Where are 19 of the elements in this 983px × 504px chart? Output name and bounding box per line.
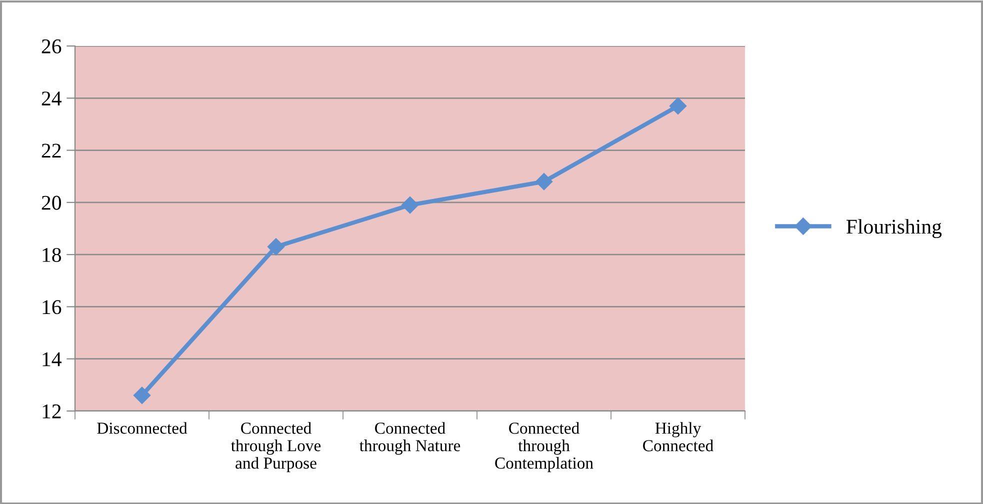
point bbox=[535, 173, 553, 190]
x-tick-label: Connected through Contemplation bbox=[495, 422, 594, 472]
x-tick-label: Connected through Love and Purpose bbox=[231, 422, 321, 472]
point bbox=[401, 196, 419, 214]
y-tick-label: 16 bbox=[42, 300, 62, 314]
x-tick-label: Highly Connected bbox=[643, 422, 714, 452]
y-tick-label: 18 bbox=[42, 248, 62, 262]
y-tick-label: 12 bbox=[42, 404, 61, 418]
point bbox=[133, 386, 151, 404]
x-tick-label: Disconnected bbox=[97, 422, 188, 434]
y-tick-label: 26 bbox=[42, 39, 62, 54]
y-tick-label: 24 bbox=[42, 92, 62, 106]
x-tick-label: Connected through Nature bbox=[359, 422, 460, 455]
point bbox=[267, 238, 285, 256]
y-tick-label: 22 bbox=[42, 144, 61, 158]
y-tick-label: 14 bbox=[42, 352, 62, 366]
legend-label: Flourishing bbox=[846, 219, 942, 238]
y-tick-label: 20 bbox=[42, 196, 62, 210]
point bbox=[669, 97, 687, 115]
